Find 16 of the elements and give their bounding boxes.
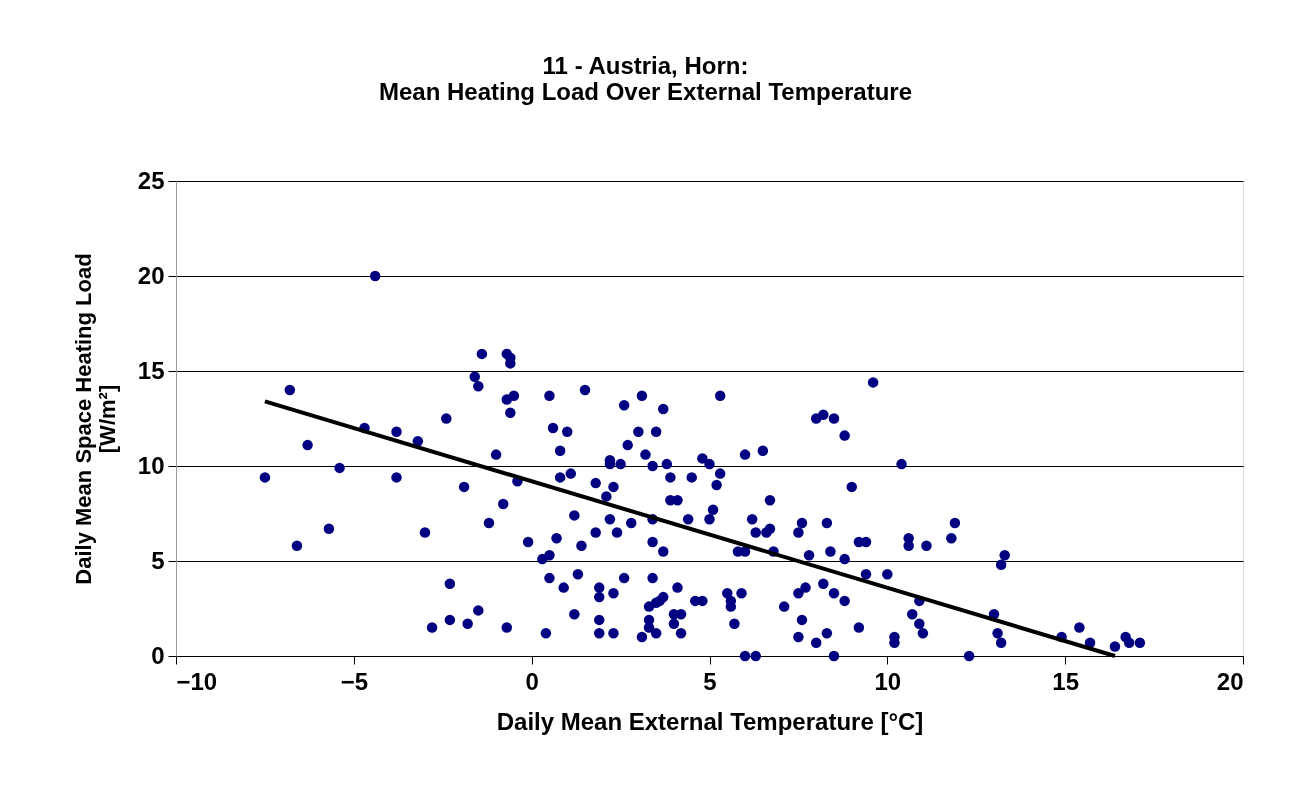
chart-title: 11 - Austria, Horn: Mean Heating Load Over External Temperature: [378, 52, 913, 105]
x-tick-label: −10: [176, 667, 218, 695]
y-tick-label: 25: [137, 166, 165, 194]
y-tick-label: 10: [137, 451, 165, 479]
x-tick-label: −5: [340, 667, 369, 695]
x-tick-label: 15: [1052, 667, 1080, 695]
y-tick-label: 20: [137, 261, 165, 289]
x-tick-label: 20: [1216, 667, 1244, 695]
y-tick-label: 15: [137, 356, 165, 384]
y-tick-label: 5: [151, 546, 165, 574]
y-axis-title: Daily Mean Space Heating Load [W/m²]: [70, 253, 120, 585]
x-axis-title: Daily Mean External Temperature [°C]: [496, 707, 924, 735]
y-tick-label: 0: [151, 641, 165, 669]
x-tick-label: 5: [703, 667, 717, 695]
x-tick-label: 0: [525, 667, 539, 695]
x-tick-label: 10: [874, 667, 902, 695]
